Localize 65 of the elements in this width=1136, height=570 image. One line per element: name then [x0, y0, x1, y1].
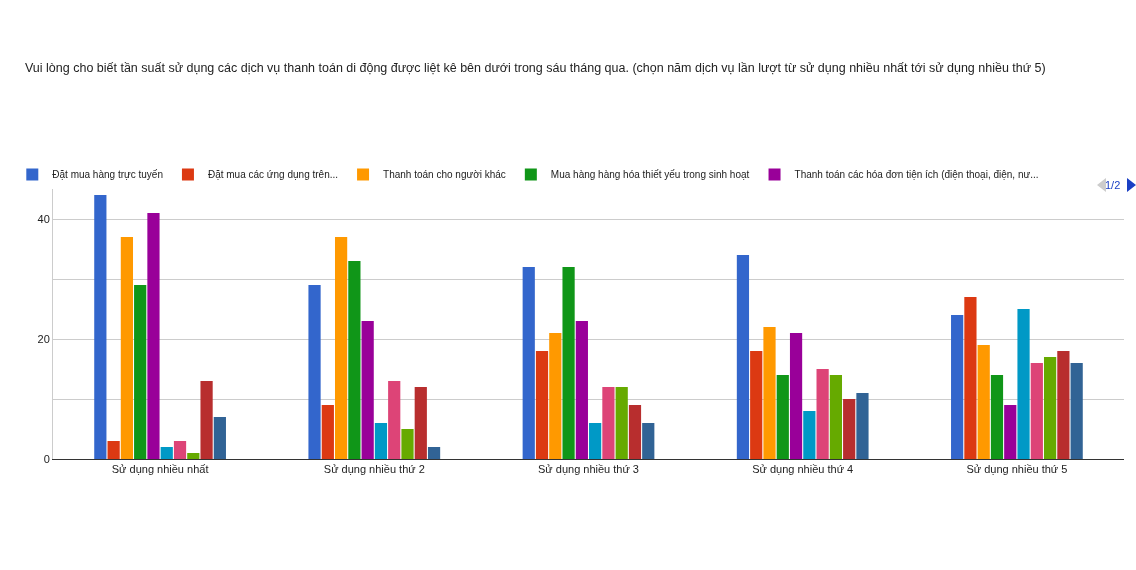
bar — [736, 255, 750, 459]
y-tick-label: 20 — [37, 332, 50, 345]
bar — [990, 375, 1004, 459]
annotation: 1/2 — [1105, 179, 1121, 191]
bar — [1057, 351, 1070, 459]
bar — [977, 345, 990, 459]
bar — [789, 333, 803, 459]
bar — [803, 411, 816, 459]
bar — [361, 321, 374, 459]
chart-title: Vui lòng cho biết tần suất sử dụng các dịch vụ thanh toán di động được liệt kê bên dưới trong sáu tháng qua. (chọn năm dịch vụ lần lượt từ sử dụng nhiều nhất tới sử dụng nhiều thứ 5) — [25, 61, 1046, 76]
x-tick-label: Sử dụng nhiều thứ 2 — [323, 463, 425, 476]
bar — [1004, 405, 1017, 459]
bar — [134, 285, 147, 459]
bar — [856, 393, 869, 459]
bar — [776, 375, 789, 459]
bar — [602, 387, 615, 459]
bar — [388, 381, 401, 459]
bar — [348, 261, 361, 459]
bar — [414, 387, 427, 459]
bar — [535, 351, 549, 459]
bar — [615, 387, 628, 459]
legend-label: Mua hàng hàng hóa thiết yếu trong sinh hoạt — [550, 169, 750, 181]
bar — [549, 333, 562, 459]
bar — [213, 417, 226, 459]
bar — [642, 423, 655, 459]
legend-label: Thanh toán cho người khác — [383, 169, 506, 181]
bar — [107, 441, 120, 459]
bar — [829, 375, 843, 459]
bar — [763, 327, 776, 459]
x-tick-label: Sử dụng nhiều thứ 5 — [966, 463, 1068, 476]
bar — [951, 315, 964, 459]
bar — [1030, 363, 1043, 459]
bar — [374, 423, 388, 459]
bar — [1017, 309, 1030, 459]
bar — [147, 213, 160, 459]
bar — [94, 195, 107, 459]
bar — [334, 237, 348, 459]
bar — [401, 429, 414, 459]
bar — [964, 297, 977, 459]
bar — [321, 405, 334, 459]
bar — [816, 369, 829, 459]
bar — [522, 267, 535, 459]
y-tick-label: 0 — [43, 452, 50, 465]
bar — [427, 447, 441, 459]
y-tick-label: 40 — [37, 212, 50, 225]
bar — [562, 267, 575, 459]
bar — [308, 285, 321, 459]
x-tick-label: Sử dụng nhiều nhất — [111, 463, 209, 476]
bar — [750, 351, 763, 459]
legend-label: Thanh toán các hóa đơn tiện ích (điện thoại, điện, nư... — [794, 169, 1039, 181]
bar — [187, 453, 200, 459]
bar — [160, 447, 173, 459]
bar — [120, 237, 134, 459]
bar — [200, 381, 213, 459]
bar — [628, 405, 642, 459]
x-tick-label: Sử dụng nhiều thứ 3 — [538, 463, 639, 476]
bar — [1043, 357, 1057, 459]
legend-label: Đặt mua các ứng dụng trên... — [207, 169, 339, 181]
bar — [173, 441, 187, 459]
x-tick-label: Sử dụng nhiều thứ 4 — [752, 463, 854, 476]
legend-label: Đặt mua hàng trực tuyến — [52, 169, 163, 181]
bar — [843, 399, 856, 459]
bar — [1070, 363, 1083, 459]
bar — [575, 321, 588, 459]
bar — [589, 423, 602, 459]
